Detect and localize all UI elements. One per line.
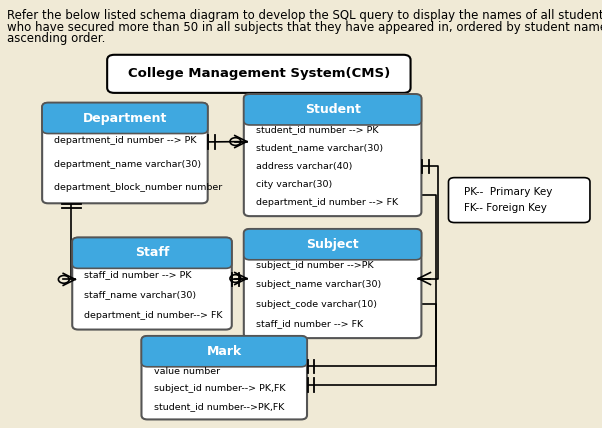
Text: Staff: Staff	[135, 247, 169, 259]
Text: Subject: Subject	[306, 238, 359, 251]
Text: FK-- Foreign Key: FK-- Foreign Key	[464, 203, 547, 213]
Text: subject_code varchar(10): subject_code varchar(10)	[256, 300, 377, 309]
FancyBboxPatch shape	[72, 238, 232, 268]
Text: subject_id number--> PK,FK: subject_id number--> PK,FK	[154, 384, 285, 393]
Text: Student: Student	[305, 103, 361, 116]
FancyBboxPatch shape	[42, 103, 208, 134]
FancyBboxPatch shape	[107, 55, 411, 93]
FancyBboxPatch shape	[244, 94, 421, 216]
FancyBboxPatch shape	[42, 103, 208, 203]
Text: staff_name varchar(30): staff_name varchar(30)	[84, 290, 196, 299]
Text: student_id number --> PK: student_id number --> PK	[256, 125, 378, 134]
Text: department_block_number number: department_block_number number	[54, 183, 222, 192]
Text: subject_id number -->PK: subject_id number -->PK	[256, 261, 373, 270]
Text: student_name varchar(30): student_name varchar(30)	[256, 143, 383, 152]
Text: College Management System(CMS): College Management System(CMS)	[128, 67, 390, 80]
FancyBboxPatch shape	[244, 229, 421, 338]
Text: Mark: Mark	[206, 345, 242, 358]
Text: value number: value number	[154, 367, 220, 376]
Text: department_id number --> PK: department_id number --> PK	[54, 137, 197, 146]
Text: address varchar(40): address varchar(40)	[256, 162, 352, 171]
FancyBboxPatch shape	[141, 336, 307, 367]
FancyBboxPatch shape	[244, 229, 421, 260]
Text: staff_id number --> PK: staff_id number --> PK	[84, 270, 192, 279]
FancyBboxPatch shape	[448, 178, 590, 223]
Text: ascending order.: ascending order.	[7, 32, 105, 45]
Text: subject_name varchar(30): subject_name varchar(30)	[256, 280, 381, 289]
FancyBboxPatch shape	[72, 238, 232, 330]
Text: department_name varchar(30): department_name varchar(30)	[54, 160, 201, 169]
FancyBboxPatch shape	[244, 94, 421, 125]
Text: staff_id number --> FK: staff_id number --> FK	[256, 320, 363, 329]
Text: Department: Department	[82, 112, 167, 125]
Text: Refer the below listed schema diagram to develop the SQL query to display the na: Refer the below listed schema diagram to…	[7, 9, 602, 22]
Text: department_id number --> FK: department_id number --> FK	[256, 198, 398, 207]
Text: city varchar(30): city varchar(30)	[256, 180, 332, 189]
Text: who have secured more than 50 in all subjects that they have appeared in, ordere: who have secured more than 50 in all sub…	[7, 21, 602, 33]
Text: PK--  Primary Key: PK-- Primary Key	[464, 187, 552, 197]
Text: department_id number--> FK: department_id number--> FK	[84, 311, 223, 320]
FancyBboxPatch shape	[141, 336, 307, 419]
Text: student_id number-->PK,FK: student_id number-->PK,FK	[154, 402, 284, 411]
